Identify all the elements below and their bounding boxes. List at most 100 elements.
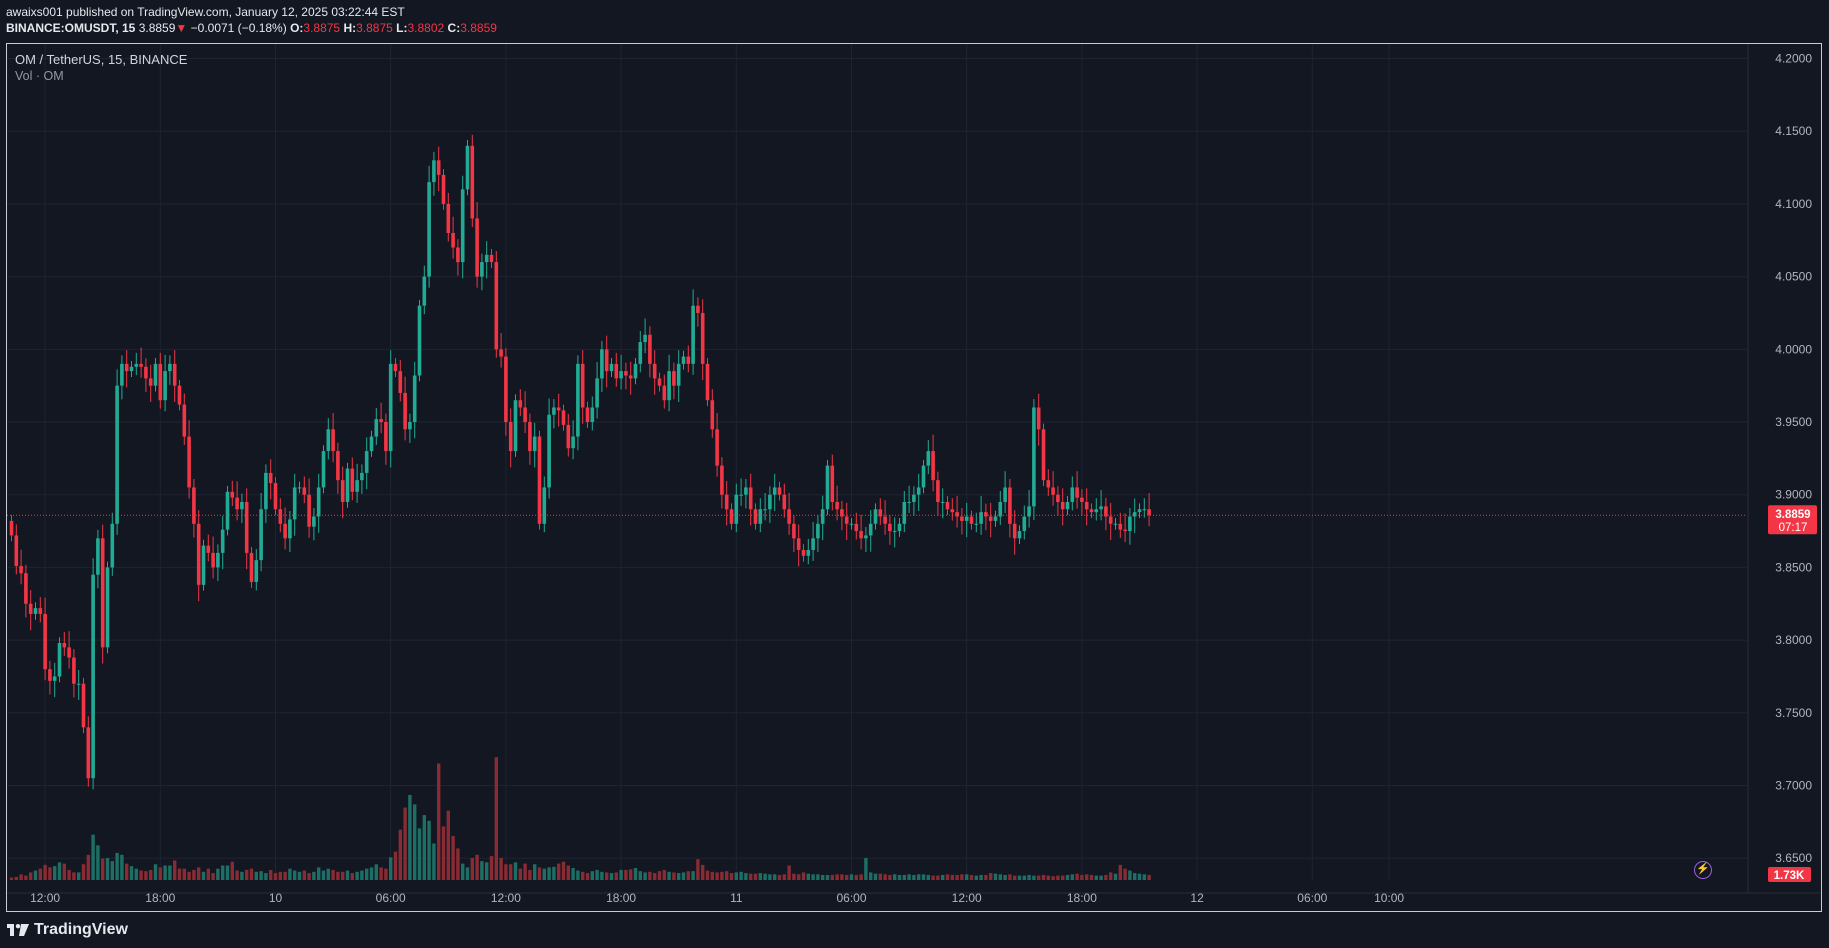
candle-body [830, 465, 835, 502]
y-tick-label: 4.0500 [1775, 270, 1812, 284]
candle-body [1017, 531, 1022, 539]
candle-body [532, 436, 537, 452]
candle-body [321, 451, 326, 488]
volume-bar [777, 874, 782, 880]
volume-bar [413, 804, 417, 880]
volume-bar [720, 871, 724, 880]
tradingview-footer: TradingView [7, 921, 128, 939]
candle-body [1051, 487, 1055, 495]
candle-body [806, 549, 811, 556]
volume-bar [29, 872, 33, 880]
volume-bar [293, 870, 297, 880]
candle-body [384, 422, 388, 452]
x-tick-label: 12:00 [30, 891, 60, 905]
candle-body [1137, 509, 1142, 513]
volume-bar [374, 864, 378, 880]
candle-body [168, 363, 172, 372]
candle-body [76, 683, 81, 685]
volume-bar [177, 868, 182, 880]
candle-body [614, 363, 619, 379]
candle-body [417, 305, 422, 376]
candle-body [864, 535, 868, 539]
candle-body [782, 494, 787, 510]
candle-body [628, 375, 633, 379]
volume-bar [1099, 875, 1103, 880]
volume-bar [624, 869, 628, 880]
candle-body [859, 531, 863, 539]
volume-bar [729, 873, 734, 880]
volume-bar [1037, 875, 1041, 880]
volume-bar [446, 810, 450, 880]
candle-body [993, 516, 998, 521]
y-tick-label: 3.8500 [1775, 560, 1812, 574]
candle-body [873, 509, 878, 524]
volume-bar [1085, 874, 1089, 880]
volume-bar [1032, 875, 1036, 880]
volume-bar [854, 874, 858, 880]
candle-body [528, 422, 532, 452]
symbol-label: BINANCE:OMUSDT, 15 [6, 21, 136, 35]
volume-legend[interactable]: Vol · OM [15, 69, 64, 83]
candle-body [268, 472, 273, 484]
volume-bar [662, 869, 666, 880]
volume-tag[interactable] [1768, 867, 1811, 882]
candle-body [336, 451, 340, 481]
volume-bar [350, 873, 354, 880]
candle-body [912, 494, 916, 502]
volume-bar [869, 872, 873, 880]
volume-bar [499, 857, 503, 880]
volume-bar [633, 868, 638, 880]
candle-body [456, 247, 460, 263]
candle-body [489, 254, 494, 263]
candle-body [667, 371, 671, 401]
candle-body [624, 371, 628, 376]
volume-bar [878, 873, 882, 880]
candle-body [340, 480, 345, 502]
chart-legend-title[interactable]: OM / TetherUS, 15, BINANCE [15, 52, 188, 67]
candle-body [672, 371, 676, 386]
tradingview-logo-icon [7, 924, 29, 936]
candle-body [940, 501, 945, 503]
candle-body [345, 468, 350, 502]
volume-bar [432, 843, 436, 880]
candle-body [153, 363, 158, 386]
volume-bar [326, 868, 330, 880]
lightning-icon[interactable]: ⚡ [1694, 861, 1712, 879]
candle-body [758, 509, 763, 524]
candle-body [513, 400, 518, 452]
volume-bar [552, 866, 556, 880]
volume-bar [864, 857, 868, 880]
volume-bar [1133, 873, 1137, 880]
volume-bar [518, 868, 522, 880]
last-price-tag[interactable] [1768, 505, 1817, 535]
volume-bar [57, 862, 62, 880]
y-tick-label: 4.1000 [1775, 197, 1812, 211]
candle-body [1099, 506, 1103, 510]
volume-bar [1075, 873, 1079, 880]
x-tick-label: 11 [730, 891, 743, 905]
high-label: H: [343, 21, 357, 35]
candle-body [124, 363, 129, 372]
chart-frame[interactable] [6, 43, 1822, 912]
candle-body [696, 305, 700, 313]
candle-body [878, 509, 883, 517]
candle-body [777, 487, 782, 495]
volume-bar [979, 874, 983, 880]
volume-tag-value: 1.73K [1774, 870, 1805, 882]
volume-bar [1147, 874, 1151, 880]
candle-body [979, 512, 983, 524]
open-value: 3.8875 [303, 21, 341, 35]
candle-body [691, 305, 695, 364]
candle-body [916, 487, 921, 495]
volume-bar [533, 864, 537, 880]
candle-body [422, 276, 427, 306]
candle-body [801, 549, 806, 556]
volume-bar [302, 870, 306, 880]
volume-bar [657, 871, 662, 880]
candle-body [38, 608, 43, 614]
volume-bar [936, 875, 940, 880]
y-tick-label: 3.7500 [1775, 706, 1812, 720]
candle-body [369, 436, 374, 452]
volume-bar [427, 820, 431, 880]
